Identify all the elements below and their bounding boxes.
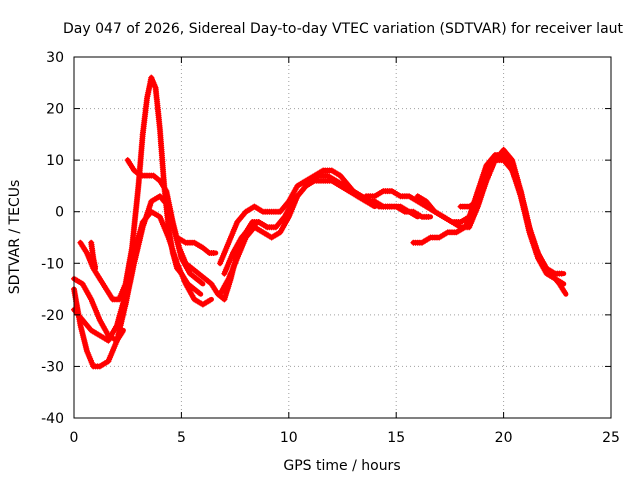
series-trace-11 (363, 152, 567, 277)
y-tick-label: 20 (46, 102, 64, 118)
series-trace-14 (457, 146, 532, 230)
series-trace-4 (88, 239, 99, 271)
series-line (363, 152, 567, 277)
x-tick-label: 25 (602, 430, 620, 446)
grid (74, 57, 611, 418)
y-axis-label: SDTVAR / TECUs (7, 180, 23, 295)
series-line (77, 75, 204, 302)
x-tick-label: 15 (387, 430, 405, 446)
series-markers (174, 234, 217, 256)
series-markers (88, 239, 99, 270)
series-trace-7 (174, 234, 219, 256)
x-axis-label: GPS time / hours (283, 458, 400, 474)
chart-title: Day 047 of 2026, Sidereal Day-to-day VTE… (63, 21, 624, 37)
plot-frame (73, 56, 612, 419)
y-tick-label: -10 (41, 256, 64, 272)
y-tick-label: -20 (41, 308, 64, 324)
series-markers (221, 172, 432, 277)
y-tick-label: 0 (55, 205, 64, 221)
series-markers (363, 152, 565, 277)
x-tick-label: 0 (70, 430, 79, 446)
x-tick-label: 20 (495, 430, 513, 446)
x-tick-label: 5 (177, 430, 186, 446)
ticks: 0 5 10 15 20 25 -40 -30 -20 -10 0 10 20 30 (41, 50, 620, 446)
series-line (217, 167, 421, 266)
series-markers (457, 146, 532, 229)
series-group (71, 74, 569, 370)
x-tick-label: 10 (280, 430, 298, 446)
y-tick-label: 30 (46, 50, 64, 66)
y-tick-label: 10 (46, 153, 64, 169)
y-tick-label: -30 (41, 359, 64, 375)
y-tick-label: -40 (41, 411, 64, 427)
series-trace-10 (221, 172, 434, 277)
